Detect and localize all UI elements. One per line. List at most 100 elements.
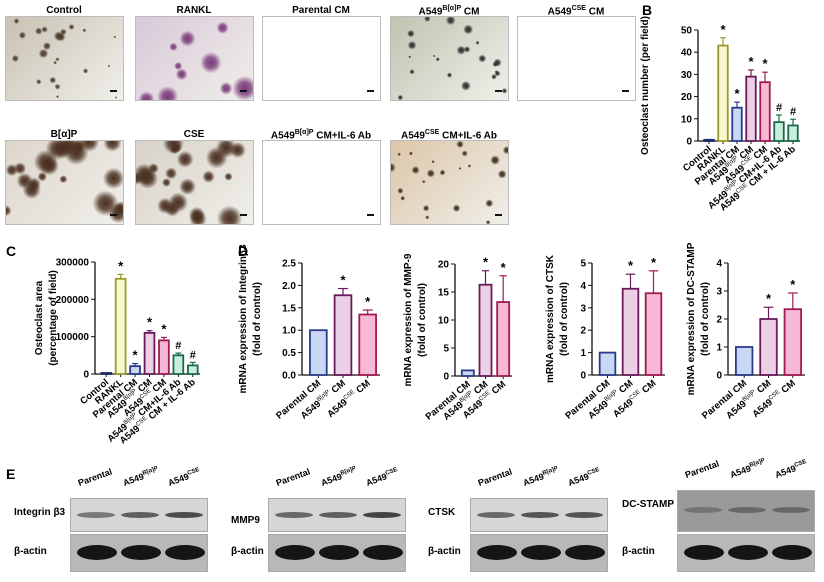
y-axis-label: mRNA expression of DC-STAMP: [686, 242, 697, 395]
significance-mark: #: [175, 340, 181, 352]
blot-actin: [677, 534, 815, 572]
blot-target-label: MMP9: [231, 515, 260, 526]
y-tick-label: 0.0: [282, 371, 296, 382]
protein-band: [477, 512, 515, 518]
label-text: A549: [319, 471, 344, 488]
micrograph-label: A549B[α]P CM: [390, 5, 508, 17]
label-suffix: CM: [461, 6, 480, 18]
bar: [478, 283, 493, 377]
actin-band: [121, 545, 161, 560]
bar: [773, 121, 785, 142]
significance-mark: *: [766, 291, 772, 306]
label-text: A549: [121, 471, 146, 488]
micrograph-image: [390, 16, 509, 101]
y-axis-label-line2: (fold of control): [559, 282, 570, 356]
y-tick-label: 20: [681, 92, 693, 103]
y-tick-label: 1.5: [282, 303, 296, 314]
actin-band: [728, 545, 768, 560]
y-axis-label-line2: (fold of control): [252, 282, 263, 356]
bar: [703, 138, 715, 142]
scale-bar: [240, 214, 247, 216]
bar: [309, 329, 328, 376]
blot-control-label: β-actin: [428, 546, 461, 557]
label-superscript: B[α]P: [442, 5, 462, 12]
x-tick-label: A549CSE CM: [611, 378, 658, 420]
protein-band: [77, 512, 115, 518]
label-text: RANKL: [176, 5, 212, 16]
label-text: A549: [521, 471, 546, 488]
protein-band: [772, 507, 810, 513]
chart-D3: 0 1 2 3 4 5 mRNA expression of CTSK (fold of co…: [545, 254, 665, 422]
y-tick-label: 50: [681, 26, 693, 37]
bar: [745, 75, 757, 142]
protein-band: [121, 512, 159, 518]
chart-D1: 0.0 0.5 1.0 1.5 2.0 2.5 mRNA expression of Int…: [238, 244, 380, 422]
label-text: A549: [566, 471, 591, 488]
label-text: CSE: [183, 129, 205, 140]
y-tick-label: 0: [443, 372, 449, 383]
y-tick-label: 30: [681, 70, 693, 81]
protein-band: [363, 512, 401, 518]
actin-band: [319, 545, 359, 560]
blot-target-label: DC-STAMP: [622, 499, 675, 510]
micrograph-label: B[α]P: [5, 129, 123, 140]
significance-mark: *: [161, 321, 167, 336]
significance-mark: *: [133, 348, 139, 363]
actin-band: [772, 545, 812, 560]
label-text: Parental CM: [292, 5, 350, 16]
significance-mark: *: [340, 273, 346, 288]
label-text: A549: [547, 6, 572, 18]
y-tick-label: 10: [438, 316, 450, 327]
significance-mark: *: [501, 260, 507, 275]
actin-band: [521, 545, 561, 560]
significance-mark: *: [118, 258, 124, 273]
scale-bar: [495, 214, 502, 216]
y-tick-label: 200000: [56, 295, 90, 306]
protein-band: [165, 512, 203, 518]
y-tick-label: 100000: [56, 332, 90, 343]
blot-target: [70, 498, 208, 532]
y-tick-label: 5: [580, 259, 586, 270]
scale-bar: [495, 90, 502, 92]
bar: [644, 292, 663, 376]
significance-mark: *: [748, 54, 754, 69]
blot-target: [268, 498, 406, 532]
micrograph-image: [390, 140, 509, 225]
significance-mark: *: [483, 255, 489, 270]
bar: [787, 124, 799, 142]
bar: [783, 308, 803, 376]
bar: [114, 277, 127, 375]
micrograph-label: A549CSE CM+IL-6 Ab: [390, 129, 508, 141]
bar: [186, 364, 199, 375]
scale-bar: [367, 90, 374, 92]
protein-band: [565, 512, 603, 518]
micrograph-image: [5, 140, 124, 225]
y-tick-label: 2.0: [282, 281, 296, 292]
blot-target: [470, 498, 608, 532]
actin-band: [77, 545, 117, 560]
protein-band: [275, 512, 313, 518]
label-text: A549: [166, 471, 191, 488]
y-tick-label: 0.5: [282, 348, 296, 359]
scale-bar: [110, 90, 117, 92]
bar: [496, 301, 511, 377]
actin-band: [363, 545, 403, 560]
blot-actin: [470, 534, 608, 572]
blot-actin: [268, 534, 406, 572]
blot-actin: [70, 534, 208, 572]
micrograph-label: RANKL: [135, 5, 253, 16]
significance-mark: *: [762, 56, 768, 71]
label-text: A549: [270, 130, 295, 142]
y-tick-label: 300000: [56, 258, 90, 269]
y-tick-label: 4: [580, 281, 586, 292]
actin-band: [275, 545, 315, 560]
micrograph-label: CSE: [135, 129, 253, 140]
x-tick-label-suffix: CM: [638, 378, 658, 398]
y-tick-label: 0: [83, 370, 89, 381]
blot-target-label: Integrin β3: [14, 507, 66, 518]
protein-band: [319, 512, 357, 518]
bar: [143, 332, 156, 375]
label-suffix: CM+IL-6 Ab: [439, 130, 497, 142]
y-tick-label: 1.0: [282, 326, 296, 337]
